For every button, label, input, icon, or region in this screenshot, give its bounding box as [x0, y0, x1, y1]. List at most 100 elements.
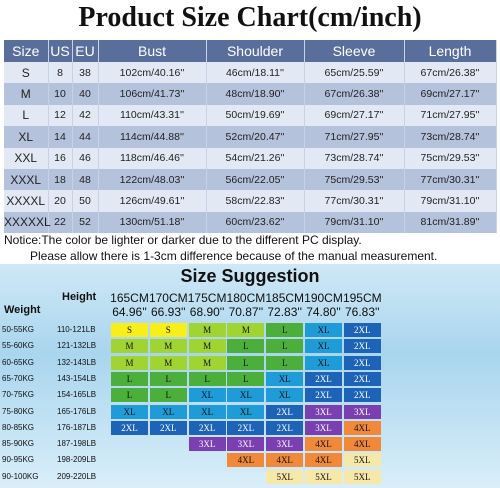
- size-cell: S: [111, 323, 148, 337]
- table-row: XXL 16 46 118cm/46.46'' 54cm/21.26'' 73cm/28.…: [4, 147, 497, 169]
- table-cell: XXXXXL: [4, 211, 51, 234]
- height-cm-label: 180CM: [226, 291, 266, 305]
- size-chart-table: Size US EU Bust Shoulder Sleeve Length S 8 38 102…: [4, 40, 497, 234]
- size-cell: M: [188, 339, 226, 354]
- height-cm-label: 185CM: [265, 291, 305, 305]
- size-cell: L: [266, 339, 304, 354]
- size-cell: 2XL: [343, 339, 381, 354]
- table-cell: 126cm/49.61'': [98, 190, 207, 212]
- table-cell: 50: [72, 190, 99, 212]
- size-cell: XL: [227, 388, 265, 403]
- size-cell: M: [227, 323, 265, 337]
- table-cell: 75cm/29.53'': [304, 168, 405, 191]
- size-cell: M: [149, 355, 187, 370]
- weight-lb-label: 165-176LB: [57, 406, 97, 416]
- table-row: S 8 38 102cm/40.16'' 46cm/18.11'' 65cm/25.59'…: [4, 62, 497, 84]
- size-cell: M: [111, 339, 148, 354]
- table-cell: S: [4, 62, 49, 84]
- size-cell: 4XL: [266, 453, 304, 468]
- table-row: XXXXL 20 50 126cm/49.61'' 58cm/22.83'' 77cm/3…: [4, 190, 497, 212]
- column-header-bust: Bust: [98, 40, 207, 62]
- size-cell: XL: [188, 404, 226, 419]
- weight-lb-label: 209-220LB: [57, 471, 97, 481]
- table-cell: 14: [48, 126, 73, 148]
- table-cell: 52cm/20.47'': [206, 126, 305, 148]
- column-header-size: Size: [4, 40, 49, 62]
- size-cell: 2XL: [149, 420, 187, 435]
- size-cell: 2XL: [111, 420, 148, 435]
- table-cell: 77cm/30.31'': [404, 168, 497, 191]
- weight-kg-label: 60-65KG: [2, 357, 35, 367]
- height-cm-label: 165CM: [110, 291, 149, 305]
- size-suggestion-panel: Size Suggestion Height Weight 165CM 170CM…: [0, 264, 500, 488]
- table-cell: 22: [48, 211, 73, 234]
- size-cell: XL: [188, 388, 226, 403]
- size-cell: M: [149, 339, 187, 354]
- size-cell: XL: [111, 404, 148, 419]
- size-cell: 2XL: [305, 388, 342, 403]
- size-cell: 3XL: [305, 404, 342, 419]
- table-cell: 81cm/31.89'': [404, 211, 497, 234]
- table-cell: 54cm/21.26'': [206, 147, 305, 169]
- height-inch-label: 64.96'': [112, 305, 147, 319]
- table-row: XL 14 44 114cm/44.88'' 52cm/20.47'' 71cm/27.9…: [4, 126, 497, 148]
- table-cell: 65cm/25.59'': [304, 62, 405, 84]
- size-cell: 3XL: [305, 420, 342, 435]
- table-cell: 102cm/40.16'': [98, 62, 207, 84]
- height-inch-label: 68.90'': [189, 305, 225, 319]
- column-header-us: US: [48, 40, 73, 62]
- height-inch-label: 70.87'': [228, 305, 264, 319]
- table-cell: 42: [72, 104, 99, 127]
- table-cell: 58cm/22.83'': [206, 190, 305, 212]
- size-cell: L: [227, 355, 265, 370]
- weight-kg-label: 90-100KG: [2, 471, 39, 481]
- size-cell: 4XL: [305, 437, 342, 452]
- size-cell: 2XL: [343, 323, 381, 337]
- size-cell: L: [266, 323, 304, 337]
- size-cell: 5XL: [343, 453, 381, 468]
- size-cell: L: [188, 371, 226, 386]
- table-cell: 46cm/18.11'': [206, 62, 305, 84]
- height-cm-label: 175CM: [187, 291, 227, 305]
- size-cell: 3XL: [266, 437, 304, 452]
- weight-lb-label: 198-209LB: [57, 455, 97, 465]
- table-cell: 77cm/30.31'': [304, 190, 405, 212]
- table-cell: 73cm/28.74'': [404, 126, 497, 148]
- weight-lb-label: 121-132LB: [57, 341, 97, 351]
- size-cell: L: [111, 371, 148, 386]
- size-cell: XL: [149, 404, 187, 419]
- table-cell: XXXL: [4, 168, 49, 191]
- table-cell: 10: [48, 83, 73, 105]
- weight-kg-label: 75-80KG: [2, 406, 35, 416]
- height-inch-label: 66.93'': [150, 305, 186, 319]
- size-suggestion-title: Size Suggestion: [180, 266, 320, 286]
- table-cell: 75cm/29.53'': [404, 147, 497, 169]
- weight-lb-label: 176-187LB: [57, 422, 97, 432]
- size-cell: 5XL: [266, 469, 304, 484]
- size-cell: XL: [305, 323, 342, 337]
- table-row: XXXL 18 48 122cm/48.03'' 56cm/22.05'' 75cm/29…: [4, 168, 497, 191]
- weight-lb-label: 154-165LB: [57, 390, 97, 400]
- table-cell: 110cm/43.31'': [98, 104, 207, 127]
- size-cell: 2XL: [227, 420, 265, 435]
- table-cell: 79cm/31.10'': [404, 190, 497, 212]
- weight-kg-label: 80-85KG: [2, 422, 35, 432]
- table-cell: 60cm/23.62'': [206, 211, 305, 234]
- table-cell: 114cm/44.88'': [98, 126, 207, 148]
- notice-text: Notice:The color be lighter or darker du…: [4, 233, 362, 247]
- column-header-length: Length: [404, 40, 497, 62]
- weight-kg-label: 85-90KG: [2, 439, 35, 449]
- size-cell: S: [149, 323, 187, 337]
- size-cell: 4XL: [227, 453, 265, 468]
- size-cell: 2XL: [343, 355, 381, 370]
- column-header-shoulder: Shoulder: [206, 40, 305, 62]
- table-cell: 67cm/26.38'': [304, 83, 405, 105]
- size-cell: 4XL: [305, 453, 342, 468]
- size-cell: 5XL: [305, 469, 342, 484]
- height-cm-label: 190CM: [304, 291, 343, 305]
- table-cell: 38: [72, 62, 99, 84]
- table-row: M 10 40 106cm/41.73'' 48cm/18.90'' 67cm/26.38…: [4, 83, 497, 105]
- chart-title: Product Size Chart(cm/inch): [78, 2, 422, 33]
- table-cell: 69cm/27.17'': [404, 83, 497, 105]
- table-cell: 69cm/27.17'': [304, 104, 405, 127]
